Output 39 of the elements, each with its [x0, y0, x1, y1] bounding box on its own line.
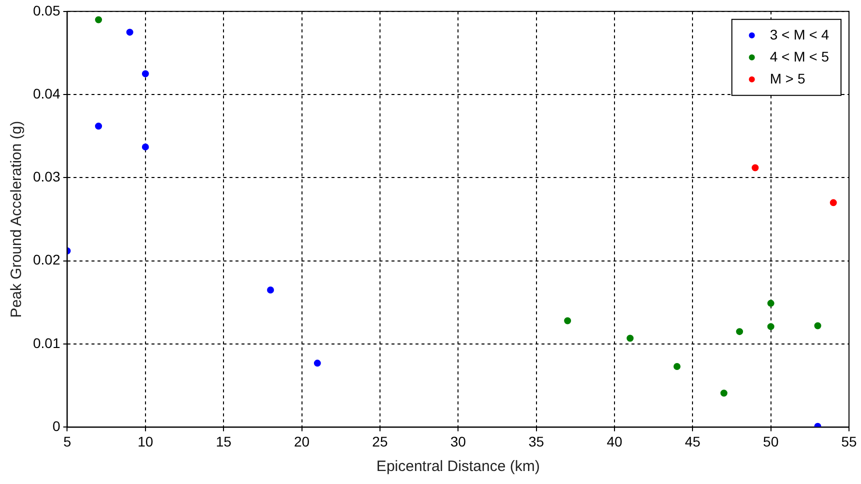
x-tick-label: 15 [216, 433, 232, 450]
x-tick-label: 55 [841, 433, 857, 450]
x-tick-label: 30 [450, 433, 466, 450]
point [767, 300, 774, 307]
y-tick-label: 0.03 [33, 168, 60, 185]
point [720, 390, 728, 397]
point [267, 286, 274, 294]
point [142, 143, 149, 150]
point [674, 362, 681, 370]
point [752, 164, 759, 172]
y-tick-label: 0.05 [33, 2, 60, 18]
x-tick-label: 50 [763, 433, 779, 450]
point [564, 317, 572, 324]
legend-label: 4 < M < 5 [770, 48, 830, 64]
point [736, 328, 744, 336]
point [830, 199, 837, 206]
y-tick-label: 0.04 [33, 85, 60, 102]
x-tick-label: 45 [684, 433, 701, 450]
y-tick-label: 0 [52, 418, 60, 434]
point [95, 16, 102, 24]
x-tick-label: 5 [63, 433, 72, 450]
x-tick-label: 35 [528, 433, 544, 450]
point [767, 323, 774, 330]
legend-label: M > 5 [770, 70, 806, 86]
x-tick-label: 10 [138, 433, 154, 450]
x-tick-label: 20 [294, 433, 310, 450]
y-axis-title: Peak Ground Acceleration (g) [8, 120, 26, 318]
y-tick-label: 0.01 [33, 334, 60, 351]
x-tick-label: 25 [372, 433, 388, 450]
legend-label: 3 < M < 4 [770, 26, 830, 42]
y-tick-label: 0.02 [33, 252, 60, 268]
point [626, 334, 634, 342]
point [142, 70, 149, 78]
point [126, 28, 134, 36]
point [314, 360, 321, 367]
point [95, 122, 102, 130]
point [814, 322, 822, 330]
x-axis-title: Epicentral Distance (km) [376, 458, 540, 476]
x-tick-label: 40 [606, 433, 622, 450]
